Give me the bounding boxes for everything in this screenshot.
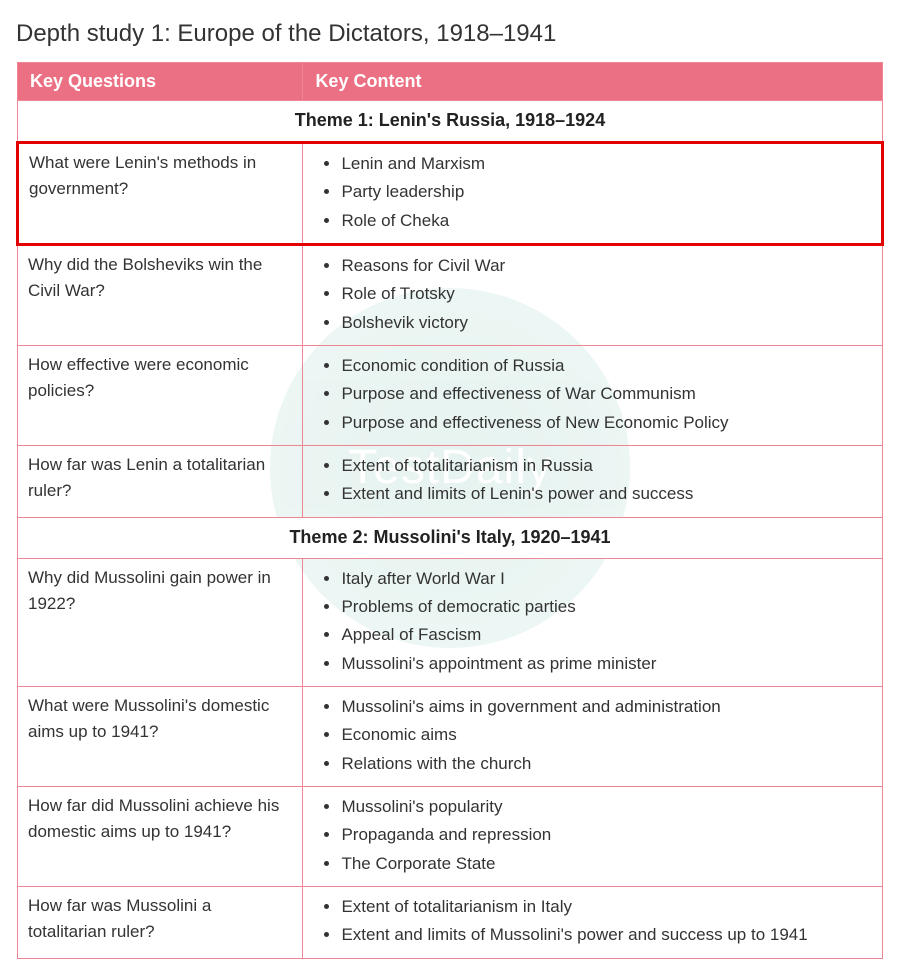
header-questions: Key Questions bbox=[18, 63, 303, 101]
content-item: Problems of democratic parties bbox=[341, 593, 872, 621]
key-content: Extent of totalitarianism in Russia Exte… bbox=[303, 445, 883, 517]
key-question: What were Mussolini's domestic aims up t… bbox=[18, 686, 303, 786]
content-item: Mussolini's appointment as prime ministe… bbox=[341, 650, 872, 678]
table-row: How far did Mussolini achieve his domest… bbox=[18, 786, 883, 886]
content-item: Economic condition of Russia bbox=[341, 352, 872, 380]
header-content: Key Content bbox=[303, 63, 883, 101]
content-item: Mussolini's popularity bbox=[341, 793, 872, 821]
key-question: How effective were economic policies? bbox=[18, 345, 303, 445]
content-item: Party leadership bbox=[341, 178, 871, 206]
table-row: What were Lenin's methods in government?… bbox=[18, 142, 883, 244]
key-content: Italy after World War I Problems of demo… bbox=[303, 558, 883, 686]
key-question: Why did the Bolsheviks win the Civil War… bbox=[18, 244, 303, 345]
content-item: Reasons for Civil War bbox=[341, 252, 872, 280]
content-item: Extent of totalitarianism in Italy bbox=[341, 893, 872, 921]
key-question: How far was Lenin a totalitarian ruler? bbox=[18, 445, 303, 517]
header-row: Key Questions Key Content bbox=[18, 63, 883, 101]
table-row: Why did Mussolini gain power in 1922? It… bbox=[18, 558, 883, 686]
key-content: Extent of totalitarianism in Italy Exten… bbox=[303, 887, 883, 959]
content-item: Purpose and effectiveness of War Communi… bbox=[341, 380, 872, 408]
content-item: Bolshevik victory bbox=[341, 309, 872, 337]
content-item: The Corporate State bbox=[341, 850, 872, 878]
key-question: How far did Mussolini achieve his domest… bbox=[18, 786, 303, 886]
content-table: Key Questions Key Content Theme 1: Lenin… bbox=[16, 62, 884, 959]
content-item: Role of Trotsky bbox=[341, 280, 872, 308]
theme-1-row: Theme 1: Lenin's Russia, 1918–1924 bbox=[18, 101, 883, 143]
key-content: Reasons for Civil War Role of Trotsky Bo… bbox=[303, 244, 883, 345]
table-row: Why did the Bolsheviks win the Civil War… bbox=[18, 244, 883, 345]
content-item: Extent and limits of Mussolini's power a… bbox=[341, 921, 872, 949]
content-item: Lenin and Marxism bbox=[341, 150, 871, 178]
key-question: Why did Mussolini gain power in 1922? bbox=[18, 558, 303, 686]
table-row: How effective were economic policies? Ec… bbox=[18, 345, 883, 445]
table-row: How far was Mussolini a totalitarian rul… bbox=[18, 887, 883, 959]
content-item: Purpose and effectiveness of New Economi… bbox=[341, 409, 872, 437]
table-row: What were Mussolini's domestic aims up t… bbox=[18, 686, 883, 786]
page-title: Depth study 1: Europe of the Dictators, … bbox=[16, 20, 884, 48]
key-content: Lenin and Marxism Party leadership Role … bbox=[303, 142, 883, 244]
content-item: Economic aims bbox=[341, 721, 872, 749]
content-item: Mussolini's aims in government and admin… bbox=[341, 693, 872, 721]
key-content: Economic condition of Russia Purpose and… bbox=[303, 345, 883, 445]
content-item: Appeal of Fascism bbox=[341, 621, 872, 649]
key-content: Mussolini's aims in government and admin… bbox=[303, 686, 883, 786]
content-item: Propaganda and repression bbox=[341, 821, 872, 849]
content-item: Italy after World War I bbox=[341, 565, 872, 593]
theme-2-row: Theme 2: Mussolini's Italy, 1920–1941 bbox=[18, 517, 883, 558]
key-question: What were Lenin's methods in government? bbox=[18, 142, 303, 244]
key-content: Mussolini's popularity Propaganda and re… bbox=[303, 786, 883, 886]
content-item: Relations with the church bbox=[341, 750, 872, 778]
theme-1-title: Theme 1: Lenin's Russia, 1918–1924 bbox=[18, 101, 883, 143]
table-row: How far was Lenin a totalitarian ruler? … bbox=[18, 445, 883, 517]
theme-2-title: Theme 2: Mussolini's Italy, 1920–1941 bbox=[18, 517, 883, 558]
key-question: How far was Mussolini a totalitarian rul… bbox=[18, 887, 303, 959]
content-item: Extent and limits of Lenin's power and s… bbox=[341, 480, 872, 508]
content-item: Role of Cheka bbox=[341, 207, 871, 235]
content-item: Extent of totalitarianism in Russia bbox=[341, 452, 872, 480]
